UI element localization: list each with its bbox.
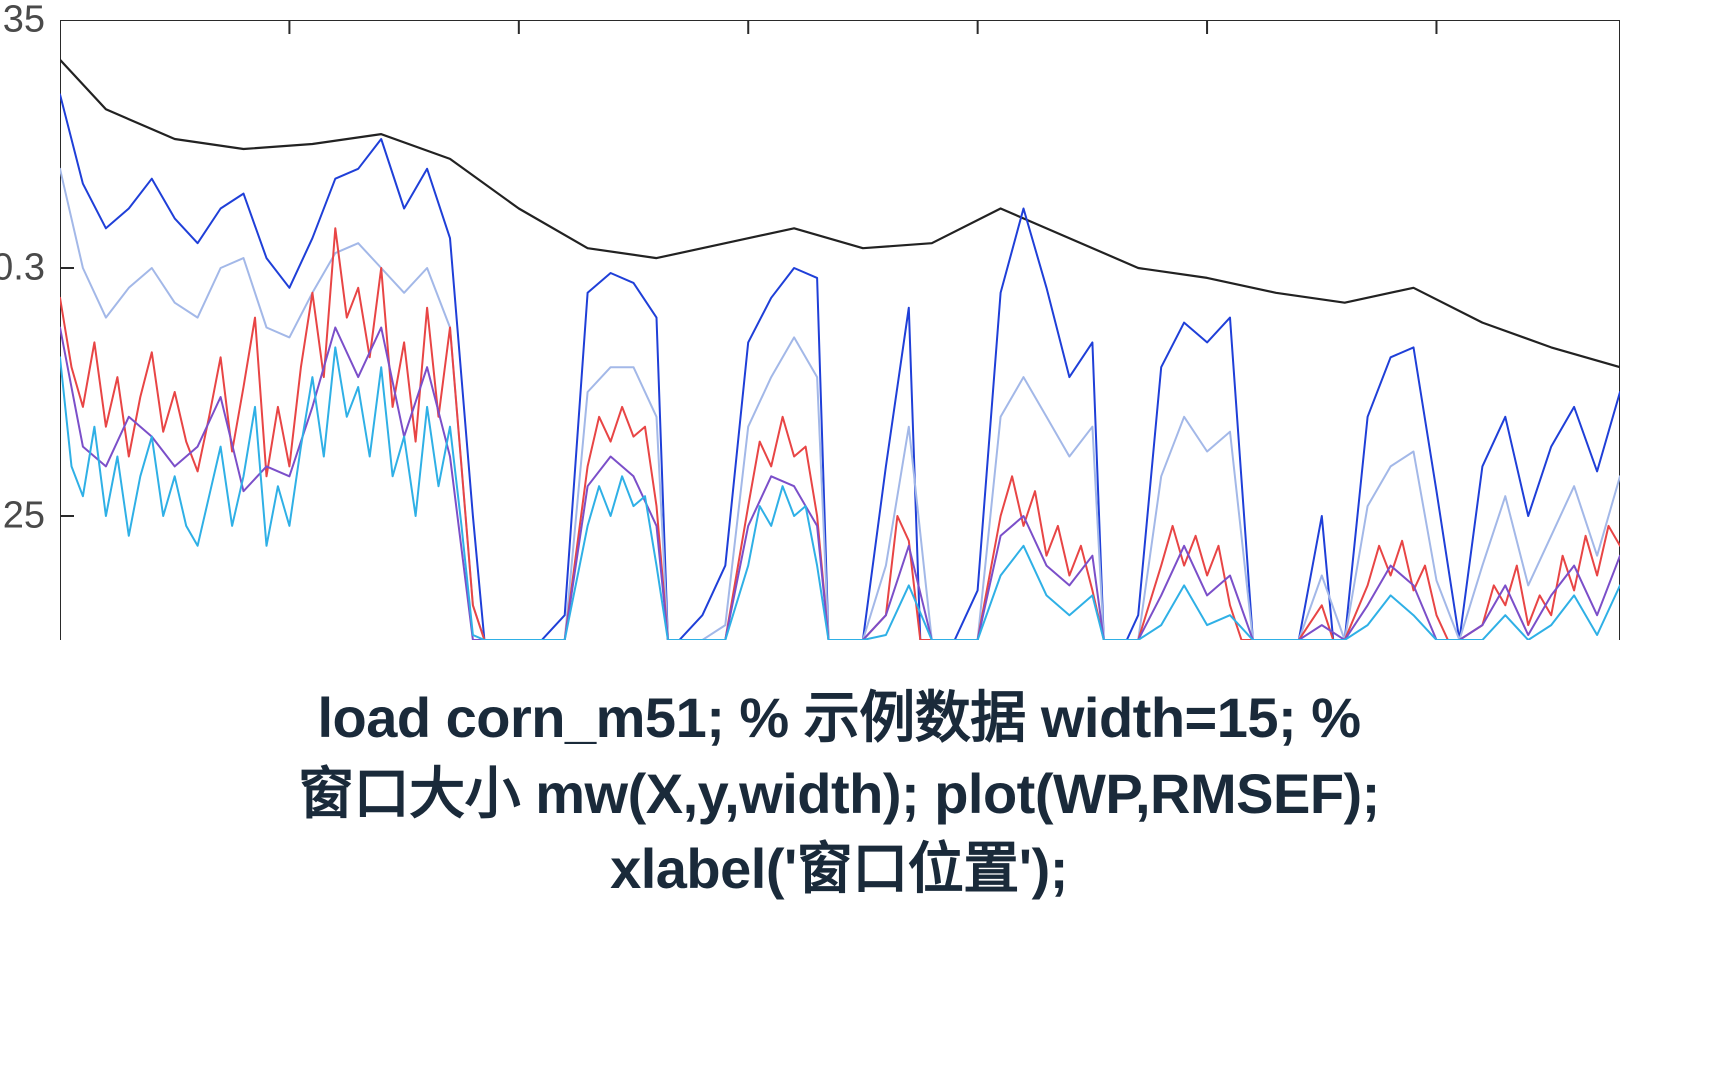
y-tick-label: 0.3 <box>0 247 45 290</box>
series-black <box>60 60 1620 368</box>
caption-line-3: xlabel('窗口位置'); <box>89 831 1589 907</box>
code-caption: load corn_m51; % 示例数据 width=15; % 窗口大小 m… <box>89 680 1589 907</box>
series-lightblue-pale <box>60 169 1620 640</box>
series-cyan <box>60 347 1620 640</box>
y-tick-label: 0.25 <box>0 495 45 538</box>
caption-line-1: load corn_m51; % 示例数据 width=15; % <box>89 680 1589 756</box>
caption-line-2: 窗口大小 mw(X,y,width); plot(WP,RMSEF); <box>89 756 1589 832</box>
plot-box <box>60 20 1620 640</box>
y-axis-labels: 0.250.30.35 <box>0 20 45 640</box>
series-purple <box>60 328 1620 641</box>
chart-area: 0.250.30.35 <box>50 20 1650 640</box>
series-blue-dark <box>60 94 1620 640</box>
series-red <box>60 228 1620 640</box>
line-chart-svg <box>60 20 1620 640</box>
y-tick-label: 0.35 <box>0 0 45 42</box>
